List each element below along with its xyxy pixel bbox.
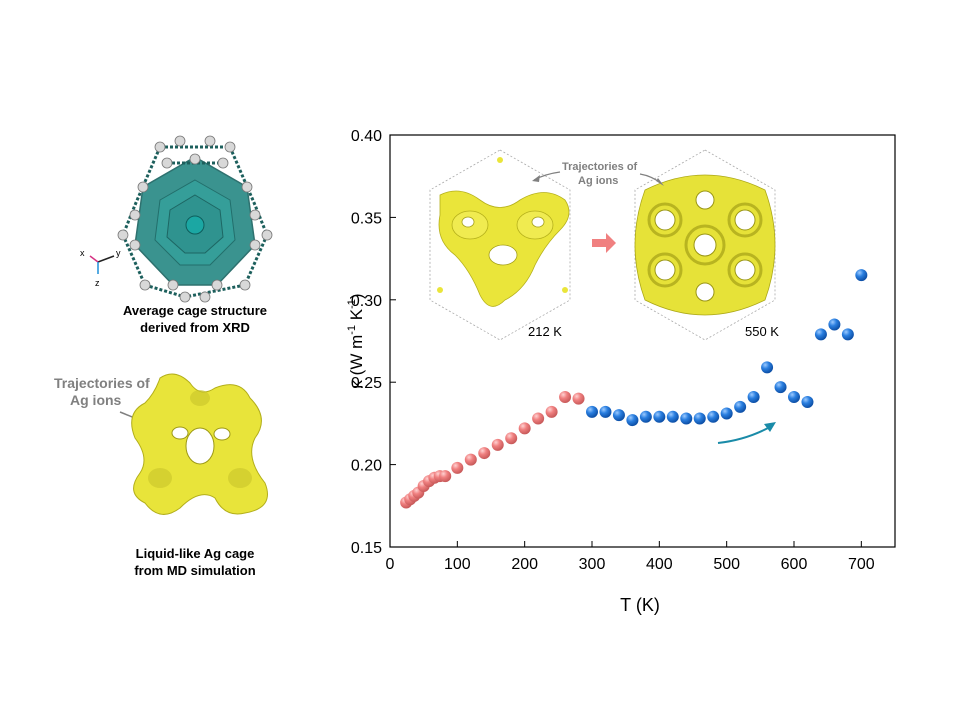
data-point-low-t <box>491 438 504 451</box>
x-tick-label: 200 <box>511 556 538 573</box>
data-point-high-t <box>814 328 827 341</box>
y-axis-label-end: ) <box>347 293 366 299</box>
axis-x-label: x <box>80 248 85 258</box>
y-tick-label: 0.15 <box>351 540 382 557</box>
data-point-high-t <box>774 381 787 394</box>
data-point-low-t <box>505 432 518 445</box>
y-tick-label: 0.35 <box>351 210 382 227</box>
data-point-high-t <box>828 318 841 331</box>
x-tick-label: 400 <box>646 556 673 573</box>
y-axis-label-exp1: -1 <box>346 325 358 335</box>
y-axis-label-mid: K <box>347 308 366 325</box>
md-caption-line1: Liquid-like Ag cage <box>135 546 255 561</box>
axes-triad-icon: x y z <box>80 248 121 288</box>
y-tick-label: 0.20 <box>351 458 382 475</box>
data-point-high-t <box>720 407 733 420</box>
data-point-high-t <box>801 395 814 408</box>
x-tick-label: 100 <box>444 556 471 573</box>
axis-y-label: y <box>116 248 121 258</box>
x-tick-label: 0 <box>386 556 395 573</box>
data-point-high-t <box>599 405 612 418</box>
md-cage-image: Trajectories of Ag ions <box>54 373 268 515</box>
data-point-high-t <box>586 405 598 418</box>
data-point-high-t <box>612 409 625 422</box>
y-axis-label-exp2: -1 <box>346 299 358 309</box>
y-tick-label: 0.30 <box>351 293 382 310</box>
data-point-high-t <box>734 400 747 413</box>
data-point-high-t <box>653 410 666 423</box>
data-point-high-t <box>707 410 720 423</box>
data-point-low-t <box>532 412 545 425</box>
data-point-high-t <box>747 391 760 404</box>
cage-caption-line1: Average cage structure <box>122 303 268 318</box>
cage-caption: Average cage structure derived from XRD <box>105 302 285 336</box>
inset-212k-image <box>429 149 571 341</box>
md-caption: Liquid-like Ag cage from MD simulation <box>105 545 285 579</box>
y-axis-label: κ (W m-1 K-1) <box>346 293 366 388</box>
md-annotation-line2: Ag ions <box>70 392 122 408</box>
y-tick-label: 0.40 <box>351 128 382 145</box>
x-tick-label: 600 <box>781 556 808 573</box>
y-axis-label-base: κ (W m <box>347 335 366 389</box>
data-point-high-t <box>693 412 706 425</box>
cage-caption-line2: derived from XRD <box>140 320 250 335</box>
inset-label-550k: 550 K <box>745 324 779 339</box>
data-point-low-t <box>478 447 491 460</box>
inset-label-212k: 212 K <box>528 324 562 339</box>
data-point-low-t <box>559 391 572 404</box>
data-point-high-t <box>639 410 652 423</box>
inset-annotation-line1: Trajectories of <box>562 161 638 173</box>
data-point-high-t <box>666 410 679 423</box>
y-tick-label: 0.25 <box>351 375 382 392</box>
axis-z-label: z <box>95 278 100 288</box>
x-axis-label: T (K) <box>620 595 660 615</box>
data-point-low-t <box>572 392 585 405</box>
md-annotation-line1: Trajectories of <box>54 375 150 391</box>
x-tick-label: 500 <box>713 556 740 573</box>
inset-annotation-line2: Ag ions <box>578 175 618 187</box>
trend-arrow <box>717 427 769 444</box>
data-point-high-t <box>680 412 693 425</box>
data-point-low-t <box>518 422 531 435</box>
inset-transition-arrow <box>592 233 616 253</box>
data-point-low-t <box>464 453 477 466</box>
x-tick-label: 300 <box>579 556 606 573</box>
data-point-high-t <box>626 414 639 427</box>
data-point-high-t <box>788 391 800 404</box>
x-tick-label: 700 <box>848 556 875 573</box>
data-point-high-t <box>761 361 774 374</box>
data-point-low-t <box>545 405 558 418</box>
md-caption-line2: from MD simulation <box>134 563 256 578</box>
data-point-high-t <box>841 328 854 341</box>
cage-structure-image <box>117 135 273 303</box>
data-point-low-t <box>451 461 464 474</box>
data-point-high-t <box>855 269 868 282</box>
data-point-low-t <box>439 470 452 483</box>
inset-550k-image <box>634 149 776 341</box>
plot-frame <box>389 134 896 548</box>
